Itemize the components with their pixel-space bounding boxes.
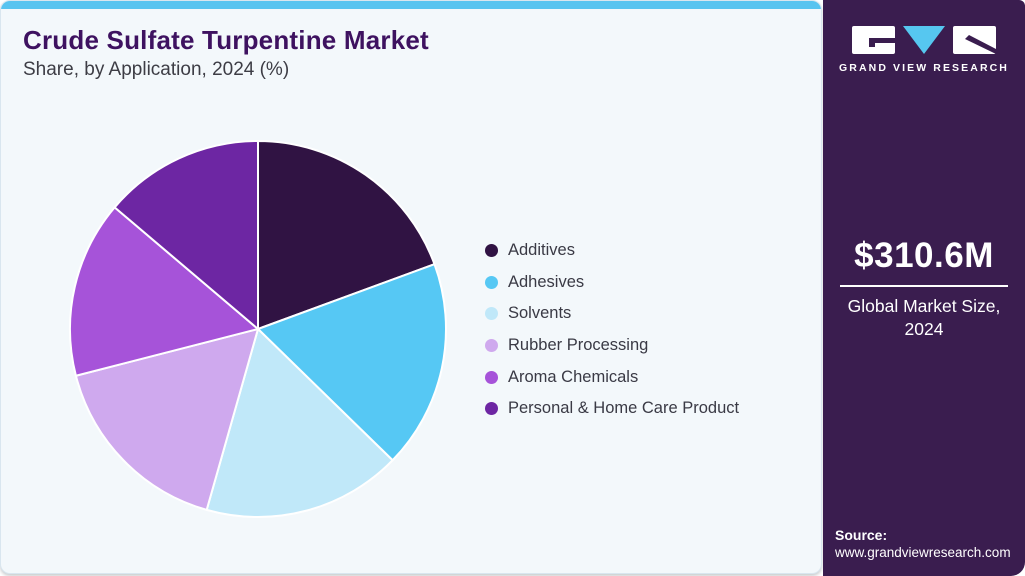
divider-line: [840, 285, 1008, 287]
gvr-logo: [823, 26, 1025, 55]
legend-swatch: [485, 370, 498, 384]
legend-swatch: [485, 339, 498, 353]
market-size-caption: Global Market Size, 2024: [847, 296, 1001, 339]
pie-slice-5: [113, 140, 259, 330]
legend-item-aroma-chemicals: Aroma Chemicals: [485, 361, 739, 393]
legend-item-rubber-processing: Rubber Processing: [485, 330, 739, 362]
pie-slice-2: [205, 328, 394, 518]
legend-swatch: [485, 244, 498, 258]
legend-item-additives: Additives: [485, 235, 739, 267]
pie-slice-3: [74, 328, 259, 511]
legend-label: Adhesives: [508, 272, 585, 291]
source-label: Source:: [835, 527, 888, 543]
legend: Additives Adhesives Solvents Rubber Proc…: [485, 235, 739, 425]
gvr-logo-icon: [852, 26, 996, 54]
legend-swatch: [485, 275, 498, 289]
legend-label: Aroma Chemicals: [508, 367, 639, 386]
legend-label: Solvents: [508, 304, 572, 323]
pie-slice-0: [257, 140, 436, 330]
source-url[interactable]: www.grandviewresearch.com: [835, 545, 1011, 560]
market-size-value: $310.6M: [854, 236, 994, 275]
brand-wordmark: GRAND VIEW RESEARCH: [839, 62, 1009, 74]
chart-card: Crude Sulfate Turpentine Market Share, b…: [0, 0, 822, 574]
legend-item-solvents: Solvents: [485, 298, 739, 330]
legend-swatch: [485, 307, 498, 321]
source-block: Source: www.grandviewresearch.com: [835, 527, 1011, 560]
pie-slice-4: [69, 206, 259, 377]
sidebar: GRAND VIEW RESEARCH $310.6M Global Marke…: [823, 0, 1025, 576]
pie-slice-1: [257, 263, 447, 462]
legend-label: Additives: [508, 241, 575, 260]
legend-item-personal-home-care: Personal & Home Care Product: [485, 393, 739, 425]
pie-chart: [69, 140, 447, 518]
market-size-block: $310.6M Global Market Size, 2024: [823, 236, 1025, 341]
legend-label: Personal & Home Care Product: [508, 399, 740, 418]
legend-swatch: [485, 402, 498, 416]
accent-top-bar: [1, 1, 821, 9]
legend-label: Rubber Processing: [508, 336, 649, 355]
page-title: Crude Sulfate Turpentine Market: [23, 25, 429, 55]
legend-item-adhesives: Adhesives: [485, 267, 739, 299]
page-subtitle: Share, by Application, 2024 (%): [23, 59, 290, 80]
